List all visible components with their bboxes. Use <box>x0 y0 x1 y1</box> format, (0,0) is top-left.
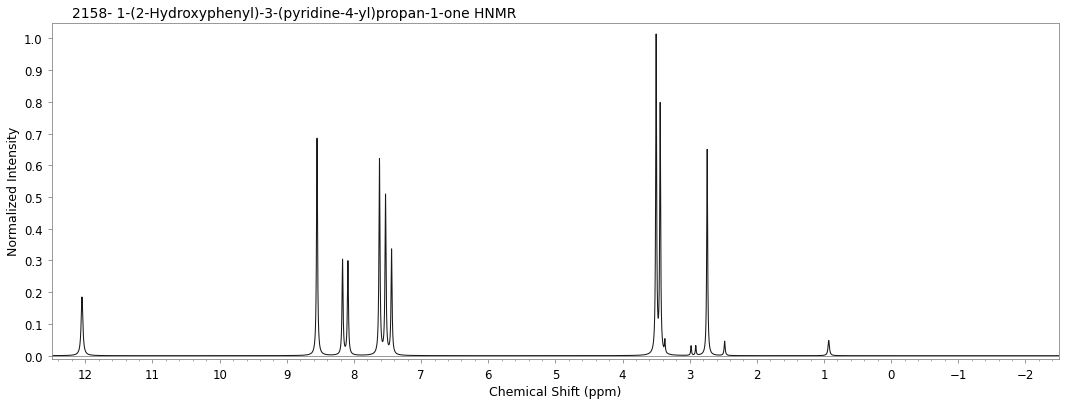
X-axis label: Chemical Shift (ppm): Chemical Shift (ppm) <box>489 385 621 398</box>
Text: 2158- 1-(2-Hydroxyphenyl)-3-(pyridine-4-yl)propan-1-one HNMR: 2158- 1-(2-Hydroxyphenyl)-3-(pyridine-4-… <box>71 7 516 21</box>
Y-axis label: Normalized Intensity: Normalized Intensity <box>7 127 20 256</box>
